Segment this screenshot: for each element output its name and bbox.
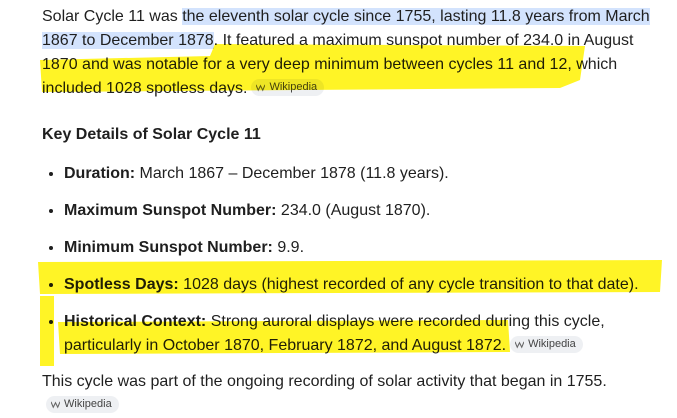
wiki-icon <box>51 401 60 409</box>
detail-label: Minimum Sunspot Number: <box>64 239 273 256</box>
wiki-icon <box>515 341 525 349</box>
detail-text: 9.9. <box>272 239 305 256</box>
detail-item: Duration: March 1867 – December 1878 (11… <box>64 161 668 186</box>
source-label: Wikipedia <box>528 338 576 350</box>
answer: Solar Cycle 11 was the eleventh solar cy… <box>42 5 668 418</box>
source-chip[interactable]: Wikipedia <box>251 79 325 96</box>
intro: Solar Cycle 11 was the eleventh solar cy… <box>42 5 668 101</box>
detail-label: Maximum Sunspot Number: <box>64 202 277 219</box>
closing-text: This cycle was part of the ongoing recor… <box>42 373 607 390</box>
closing: This cycle was part of the ongoing recor… <box>42 370 668 418</box>
detail-label: Spotless Days: <box>64 276 179 293</box>
detail-item: Minimum Sunspot Number: 9.9. <box>64 235 668 260</box>
wiki-icon <box>256 84 266 92</box>
detail-text: 234.0 (August 1870). <box>276 202 431 219</box>
detail-label: Historical Context: <box>64 313 207 330</box>
source-label: Wikipedia <box>64 398 112 410</box>
source-chip[interactable]: Wikipedia <box>46 396 119 413</box>
detail-item: Spotless Days: 1028 days (highest record… <box>64 272 668 297</box>
detail-list: Duration: March 1867 – December 1878 (11… <box>42 161 668 358</box>
intro-text: Solar Cycle 11 was <box>42 8 183 25</box>
heading: Key Details of Solar Cycle 11 <box>42 126 261 143</box>
detail-text: March 1867 – December 1878 (11.8 years). <box>135 165 449 182</box>
detail-label: Duration: <box>64 165 136 182</box>
source-label: Wikipedia <box>269 81 318 93</box>
source-chip[interactable]: Wikipedia <box>510 336 583 353</box>
detail-text: 1028 days (highest recorded of any cycle… <box>178 276 639 293</box>
detail-item: Maximum Sunspot Number: 234.0 (August 18… <box>64 198 668 223</box>
detail-item: Historical Context: Strong auroral displ… <box>64 309 668 358</box>
